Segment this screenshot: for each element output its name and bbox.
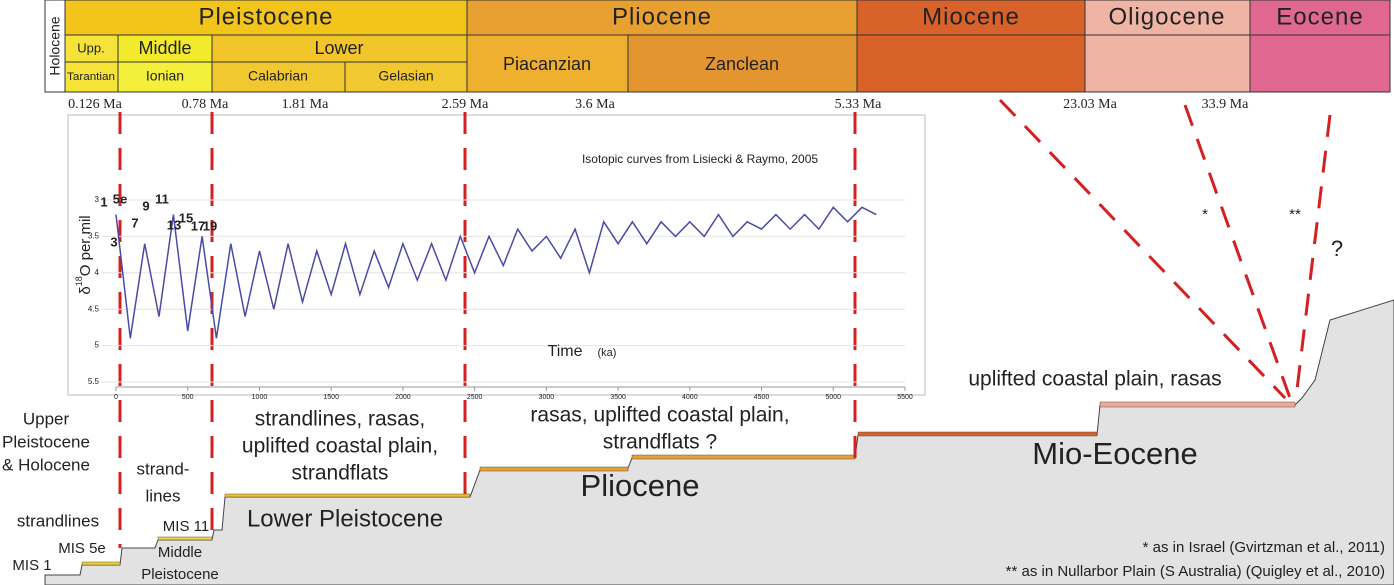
- x-tick-label: 3500: [610, 394, 626, 401]
- boundary-label: 0.78 Ma: [182, 97, 229, 112]
- stage-label: Ionian: [146, 68, 184, 84]
- boundary-label: 3.6 Ma: [575, 97, 615, 112]
- y-tick-label: 4: [95, 268, 100, 277]
- stage-label: Zanclean: [705, 54, 779, 74]
- x-tick-label: 1500: [323, 394, 339, 401]
- y-tick-label: 4.5: [88, 304, 100, 313]
- boundary-line: [1294, 114, 1332, 399]
- mis-label: 3: [110, 234, 117, 249]
- landscape-label: strand-: [137, 459, 190, 478]
- marker: ?: [1331, 236, 1343, 261]
- mis-label: 19: [203, 218, 217, 233]
- landscape-label: MIS 11: [163, 518, 209, 535]
- landscape-label: uplifted coastal plain, rasas: [968, 368, 1221, 391]
- landscape-label: MIS 5e: [58, 540, 106, 557]
- boundary-label: 23.03 Ma: [1063, 97, 1117, 112]
- mis-label: 1: [100, 194, 107, 209]
- boundary-line: [998, 98, 1287, 400]
- landscape-label: rasas, uplifted coastal plain,: [530, 404, 789, 427]
- subdivision-label: Lower: [314, 38, 363, 58]
- epoch-label: Pliocene: [612, 3, 712, 30]
- x-tick-label: 4500: [754, 394, 770, 401]
- x-tick-label: 1000: [252, 394, 268, 401]
- y-label: δ18O per mil: [74, 215, 94, 294]
- mis-label: 9: [142, 198, 149, 213]
- landscape-label: strandflats: [292, 462, 389, 485]
- x-tick-label: 5000: [825, 394, 841, 401]
- timescale: [44, 0, 1391, 93]
- holocene-label: Holocene: [47, 16, 63, 75]
- mis-label: 13: [167, 217, 181, 232]
- y-tick-label: 5: [95, 341, 100, 350]
- landscape-label: strandlines: [17, 511, 99, 530]
- mis-label: 11: [155, 191, 169, 206]
- subdivision-label: Middle: [138, 38, 191, 58]
- landscape-label: MIS 1: [12, 557, 51, 574]
- stage-label: Gelasian: [378, 68, 433, 84]
- note: ** as in Nullarbor Plain (S Australia) (…: [1006, 563, 1385, 580]
- landscape-label: lines: [146, 486, 181, 505]
- epoch-label: Miocene: [922, 3, 1020, 30]
- svg-text:δ18O per mil: δ18O per mil: [74, 215, 94, 294]
- boundary-label: 33.9 Ma: [1202, 97, 1249, 112]
- mis-label: 7: [131, 215, 138, 230]
- subdivision-label: Upp.: [77, 40, 104, 55]
- note: * as in Israel (Gvirtzman et al., 2011): [1143, 539, 1385, 556]
- unit-name: Mio-Eocene: [1032, 436, 1197, 471]
- chart-title: Isotopic curves from Lisiecki & Raymo, 2…: [582, 152, 818, 166]
- x-tick-label: 2500: [467, 394, 483, 401]
- terrain-strips: [81, 401, 1296, 566]
- mis-label: 5e: [113, 191, 127, 206]
- landscape-label: Pleistocene: [141, 566, 219, 583]
- x-tick-label: 2000: [395, 394, 411, 401]
- landscape-label: strandlines, rasas,: [255, 408, 425, 431]
- stage-label: Calabrian: [248, 68, 308, 84]
- y-label-part: O per mil: [77, 215, 94, 276]
- landscape-label: uplifted coastal plain,: [242, 435, 438, 458]
- mis-label: 15: [179, 210, 193, 225]
- boundary-line: [1183, 104, 1292, 399]
- unit-name: Pliocene: [581, 468, 700, 503]
- x-label: Time: [548, 343, 583, 360]
- y-label-part: 18: [74, 276, 84, 286]
- stage-label: Tarantian: [67, 71, 115, 83]
- x-tick-label: 4000: [682, 394, 698, 401]
- unit-name: Lower Pleistocene: [247, 505, 443, 532]
- stage-label: Piacanzian: [503, 54, 591, 74]
- x-tick-label: 0: [114, 394, 118, 401]
- isotope-curve: [115, 206, 877, 339]
- epoch-label: Eocene: [1276, 3, 1363, 30]
- mis-label: 17: [191, 218, 205, 233]
- x-tick-label: 500: [182, 394, 194, 401]
- epoch-label: Oligocene: [1108, 3, 1225, 30]
- boundary-label: 5.33 Ma: [835, 97, 882, 112]
- x-tick-label: 3000: [539, 394, 555, 401]
- marker: **: [1289, 206, 1301, 223]
- marker: *: [1202, 206, 1208, 223]
- boundary-label: 2.59 Ma: [442, 97, 489, 112]
- landscape-label: strandflats ?: [603, 431, 717, 454]
- epoch-label: Pleistocene: [198, 3, 333, 30]
- y-tick-label: 3: [95, 195, 100, 204]
- boundary-label: 0.126 Ma: [68, 97, 122, 112]
- x-tick-label: 5500: [897, 394, 913, 401]
- y-tick-label: 5.5: [88, 377, 100, 386]
- y-label-part: δ: [77, 286, 94, 294]
- landscape-label: Pleistocene: [2, 432, 90, 451]
- landscape-label: Middle: [158, 544, 202, 561]
- boundary-label: 1.81 Ma: [282, 97, 329, 112]
- y-tick-label: 3.5: [88, 232, 100, 241]
- landscape-label: Upper: [23, 409, 70, 428]
- x-label-unit: (ka): [598, 347, 617, 359]
- landscape-label: & Holocene: [2, 455, 90, 474]
